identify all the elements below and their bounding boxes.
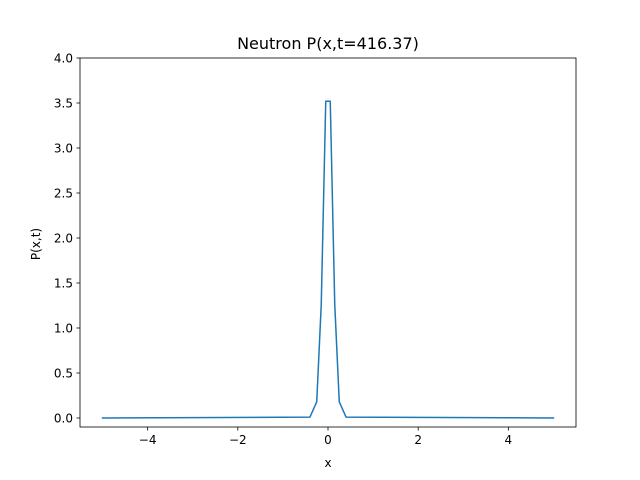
chart-title: Neutron P(x,t=416.37) xyxy=(237,34,419,53)
y-tick-label: 3.0 xyxy=(54,142,73,156)
y-tick-label: 3.5 xyxy=(54,97,73,111)
x-tick-label: 2 xyxy=(414,433,422,447)
y-tick-label: 0.0 xyxy=(54,412,73,426)
x-tick-label: 4 xyxy=(505,433,513,447)
series-line-0 xyxy=(101,100,555,419)
plot-area: −4 −2 0 2 4 0.0 0.5 1.0 1.5 2.0 2.5 3.0 3.5 4.0 xyxy=(54,52,577,447)
y-tick-label: 2.5 xyxy=(54,187,73,201)
y-tick-label: 1.5 xyxy=(54,277,73,291)
x-tick-label: −4 xyxy=(139,433,157,447)
y-axis-label: P(x,t) xyxy=(29,228,43,260)
x-axis-label: x xyxy=(324,456,331,470)
x-tick-label: 0 xyxy=(324,433,332,447)
y-tick-label: 0.5 xyxy=(54,367,73,381)
x-tick-label: −2 xyxy=(229,433,247,447)
y-tick-label: 4.0 xyxy=(54,52,73,66)
y-tick-label: 2.0 xyxy=(54,232,73,246)
y-tick-label: 1.0 xyxy=(54,322,73,336)
